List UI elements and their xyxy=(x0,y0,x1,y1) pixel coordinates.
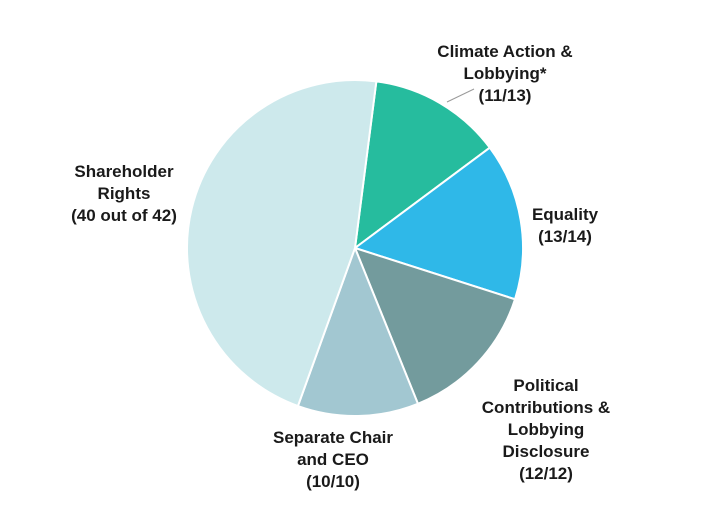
slice-label-line: (11/13) xyxy=(479,86,532,105)
slice-label-line: Lobbying xyxy=(508,420,584,439)
slice-label-line: (13/14) xyxy=(538,227,592,246)
leader-line-climate xyxy=(446,88,475,103)
slice-label-line: Climate Action & xyxy=(437,42,572,61)
slice-label-equality: Equality (13/14) xyxy=(532,205,599,246)
slice-label-line: Rights xyxy=(98,184,151,203)
pie-slice-political xyxy=(353,246,517,406)
slice-label-shareholder: Shareholder Rights (40 out of 42) xyxy=(71,162,177,225)
slice-label-line: Separate Chair xyxy=(273,428,393,447)
slice-label-line: (40 out of 42) xyxy=(71,206,177,225)
slice-label-line: (10/10) xyxy=(306,472,360,491)
pie-slice-climate xyxy=(353,80,492,251)
pie-slice-shareholder xyxy=(186,78,378,408)
slice-label-separate: Separate Chair and CEO (10/10) xyxy=(273,428,393,491)
slice-label-line: (12/12) xyxy=(519,464,573,483)
slice-label-line: Disclosure xyxy=(503,442,590,461)
slice-label-line: Shareholder xyxy=(74,162,174,181)
pie-labels: Climate Action & Lobbying* (11/13) Equality… xyxy=(71,42,610,491)
slice-label-political: Political Contributions & Lobbying Disclosu… xyxy=(482,376,610,483)
slice-label-line: Lobbying* xyxy=(463,64,546,83)
slice-label-line: and CEO xyxy=(297,450,369,469)
slice-label-line: Contributions & xyxy=(482,398,610,417)
slice-label-line: Political xyxy=(513,376,578,395)
pie-slice-separate xyxy=(296,245,420,417)
pie-slices xyxy=(186,78,524,417)
slice-label-line: Equality xyxy=(532,205,599,224)
slice-label-climate: Climate Action & Lobbying* (11/13) xyxy=(437,42,572,105)
